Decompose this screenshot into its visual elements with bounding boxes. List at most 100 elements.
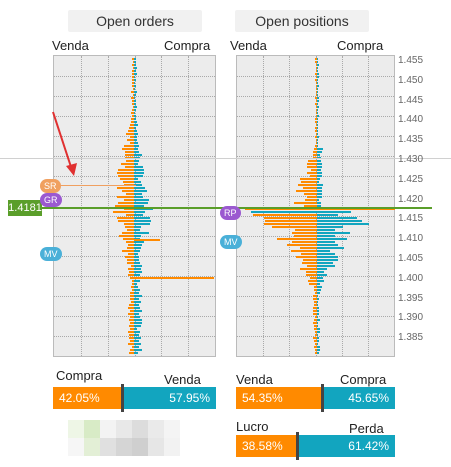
- depth-bar: [124, 223, 134, 225]
- depth-bar: [315, 334, 317, 336]
- depth-bar: [128, 331, 134, 333]
- depth-bar: [134, 223, 150, 225]
- gr-marker[interactable]: GR: [40, 193, 62, 207]
- depth-bar: [132, 115, 134, 117]
- depth-bar: [314, 148, 317, 150]
- mv-positions-marker[interactable]: MV: [220, 235, 242, 249]
- depth-bar: [133, 94, 134, 96]
- depth-bar: [317, 310, 319, 312]
- orders-buy-segment: 42.05%: [53, 387, 122, 409]
- depth-bar: [316, 76, 317, 78]
- depth-bar: [315, 127, 317, 129]
- mv-orders-marker[interactable]: MV: [40, 247, 62, 261]
- depth-bar: [317, 241, 335, 243]
- orders-ratio-bar[interactable]: 42.05% 57.95%: [53, 387, 216, 409]
- depth-bar: [126, 193, 134, 195]
- positions-ratio-handle[interactable]: [321, 384, 325, 412]
- depth-bar: [134, 79, 136, 81]
- depth-bar: [317, 64, 319, 66]
- depth-bar: [317, 106, 319, 108]
- sr-marker[interactable]: SR: [40, 179, 61, 193]
- depth-bar: [317, 121, 318, 123]
- depth-bar: [316, 115, 317, 117]
- depth-bar: [134, 97, 135, 99]
- depth-bar: [317, 124, 318, 126]
- blurred-content: [68, 420, 180, 456]
- depth-bar: [134, 304, 139, 306]
- depth-bar: [315, 145, 317, 147]
- depth-bar: [129, 334, 134, 336]
- profit-ratio-handle[interactable]: [296, 432, 300, 460]
- depth-bar: [307, 196, 317, 198]
- depth-bar: [317, 175, 322, 177]
- depth-bar: [134, 220, 151, 222]
- depth-bar: [126, 214, 134, 216]
- grid-line: [237, 216, 394, 217]
- depth-bar: [132, 280, 134, 282]
- depth-bar: [127, 247, 134, 249]
- depth-bar: [245, 208, 317, 210]
- depth-bar: [317, 139, 318, 141]
- depth-bar: [130, 349, 134, 351]
- depth-bar: [317, 346, 320, 348]
- depth-bar: [317, 151, 322, 153]
- positions-ratio-bar[interactable]: 54.35% 45.65%: [236, 387, 395, 409]
- grid-line: [107, 56, 109, 356]
- grid-line: [54, 156, 215, 157]
- depth-bar: [317, 340, 319, 342]
- profit-loss-ratio-bar[interactable]: 38.58% 61.42%: [236, 435, 395, 457]
- depth-bar: [134, 211, 145, 213]
- depth-bar: [129, 325, 134, 327]
- depth-bar: [132, 283, 134, 285]
- depth-bar: [134, 184, 142, 186]
- depth-bar: [134, 85, 136, 87]
- depth-bar: [134, 172, 144, 174]
- depth-bar: [132, 76, 134, 78]
- rp-marker[interactable]: RP: [220, 206, 241, 220]
- depth-bar: [130, 292, 134, 294]
- depth-bar: [131, 97, 134, 99]
- depth-bar: [317, 202, 321, 204]
- depth-bar: [300, 247, 317, 249]
- depth-bar: [251, 211, 317, 213]
- depth-bar: [253, 214, 317, 216]
- depth-bar: [134, 226, 141, 228]
- depth-bar: [304, 193, 317, 195]
- price-tick: 1.450: [398, 74, 424, 86]
- depth-bar: [317, 172, 322, 174]
- orders-buy-label: Compra: [164, 38, 211, 53]
- depth-bar: [317, 286, 322, 288]
- depth-bar: [317, 196, 322, 198]
- depth-bar: [127, 259, 134, 261]
- depth-bar: [317, 262, 333, 264]
- depth-bar: [134, 109, 136, 111]
- depth-bar: [134, 169, 144, 171]
- depth-bar: [300, 178, 317, 180]
- depth-bar: [134, 239, 160, 241]
- depth-bar: [317, 316, 318, 318]
- depth-bar: [134, 205, 144, 207]
- depth-bar: [313, 298, 317, 300]
- depth-bar: [130, 295, 134, 297]
- depth-bar: [305, 199, 317, 201]
- depth-bar: [118, 169, 134, 171]
- depth-bar: [292, 241, 317, 243]
- depth-bar: [317, 118, 318, 120]
- depth-bar: [317, 193, 322, 195]
- depth-bar: [129, 271, 134, 273]
- depth-bar: [128, 274, 134, 276]
- depth-bar: [315, 79, 317, 81]
- depth-bar: [132, 289, 134, 291]
- depth-bar: [134, 259, 139, 261]
- orders-ratio-handle[interactable]: [120, 384, 124, 412]
- depth-bar: [134, 274, 140, 276]
- depth-bar: [317, 256, 338, 258]
- depth-bar: [265, 220, 317, 222]
- price-tick: 1.405: [398, 253, 424, 264]
- depth-bar: [122, 232, 134, 234]
- depth-bar: [317, 166, 322, 168]
- depth-bar: [317, 295, 318, 297]
- depth-bar: [132, 73, 134, 75]
- price-tick: 1.390: [398, 312, 424, 324]
- depth-bar: [118, 202, 134, 204]
